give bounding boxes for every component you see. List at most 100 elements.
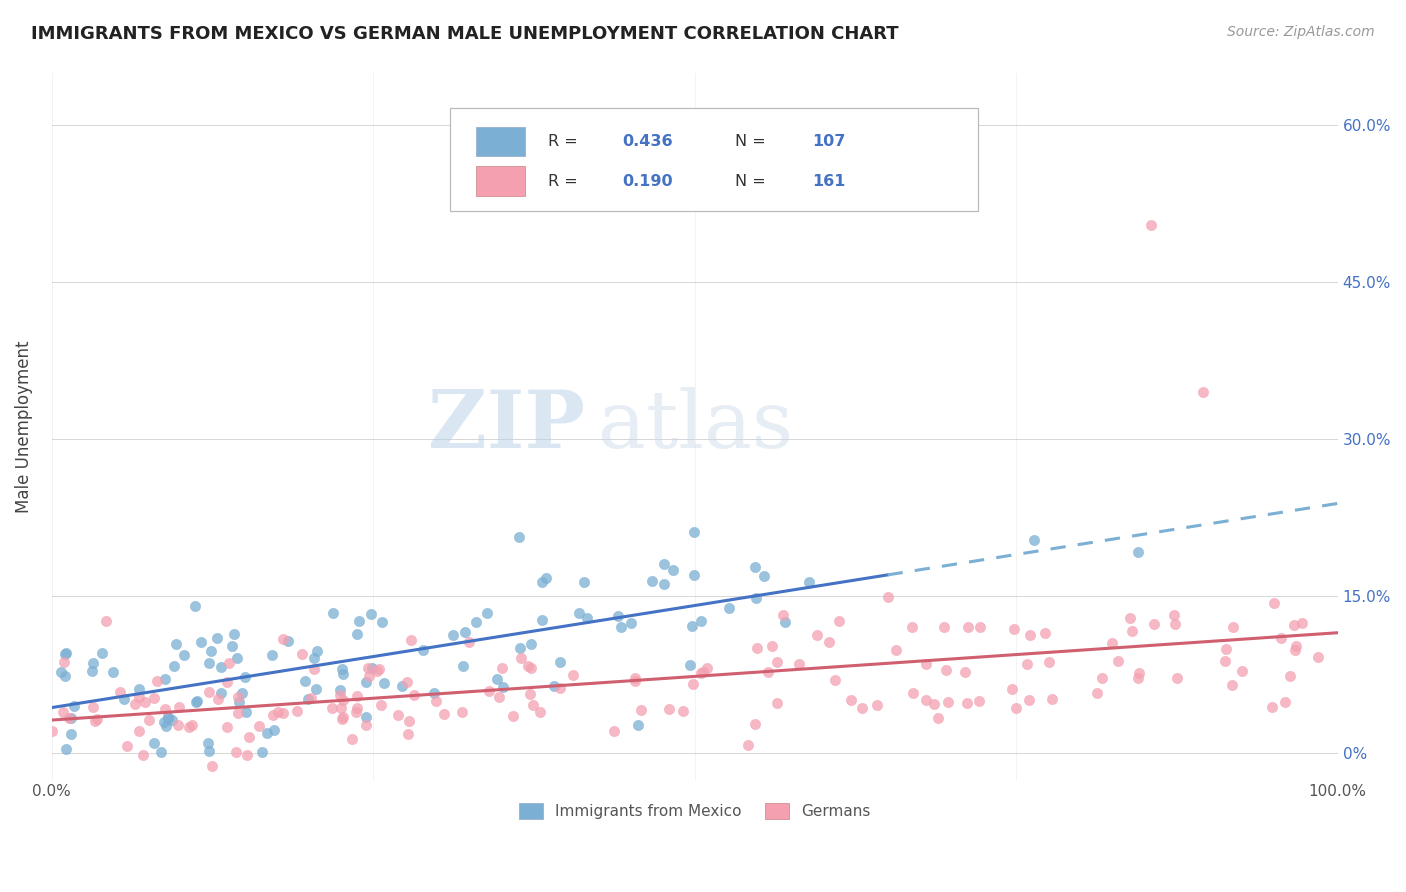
Point (936, 695, 959, 709)
Point (373, 676, 395, 690)
Point (354, 675, 377, 690)
Point (1118, 611, 1140, 625)
Point (1282, 618, 1305, 632)
Point (152, 714, 174, 729)
Point (935, 663, 957, 677)
Point (1126, 671, 1149, 685)
Point (630, 703, 652, 717)
Point (302, 651, 325, 665)
Point (250, 745, 273, 759)
Point (689, 614, 711, 628)
Point (82, 665, 104, 679)
Text: 161: 161 (811, 174, 845, 188)
Point (128, 690, 150, 704)
Point (305, 644, 328, 658)
Point (332, 666, 354, 681)
Point (1220, 678, 1243, 692)
Point (806, 628, 828, 642)
Point (640, 574, 662, 589)
Point (876, 590, 898, 604)
Point (366, 665, 388, 679)
Point (1091, 671, 1114, 685)
Point (55, 646, 77, 660)
Point (52, 655, 75, 669)
Point (321, 701, 343, 715)
Point (143, 735, 166, 749)
Point (160, 713, 183, 727)
Point (475, 606, 498, 620)
Point (198, 656, 221, 670)
Point (370, 698, 392, 712)
Text: N =: N = (734, 134, 770, 149)
Point (371, 615, 394, 629)
Point (530, 575, 553, 590)
Point (82, 699, 104, 714)
Text: N =: N = (734, 174, 770, 188)
Point (132, 747, 155, 762)
Point (332, 712, 354, 726)
Point (82, 656, 104, 670)
Point (41, 724, 63, 739)
Point (652, 557, 675, 571)
Point (128, 724, 150, 739)
Point (624, 671, 647, 685)
Point (221, 640, 243, 654)
Point (402, 688, 425, 702)
Point (329, 683, 352, 698)
Point (399, 633, 422, 648)
Point (745, 641, 768, 656)
Point (922, 697, 945, 711)
Point (510, 651, 533, 665)
Point (568, 606, 591, 620)
Point (128, 682, 150, 697)
Point (956, 696, 979, 710)
Point (329, 701, 352, 715)
Point (610, 620, 633, 634)
Point (238, 731, 260, 745)
Point (181, 718, 204, 732)
Point (387, 708, 409, 723)
Point (799, 574, 821, 589)
Point (285, 704, 308, 718)
Point (247, 719, 270, 733)
Point (360, 607, 382, 621)
Point (86, 712, 108, 726)
Point (530, 613, 553, 627)
Point (752, 569, 775, 583)
Point (1101, 636, 1123, 650)
Point (271, 632, 294, 646)
Point (478, 684, 501, 698)
Point (124, 697, 146, 711)
Point (84, 714, 107, 728)
Point (90, 646, 112, 660)
Point (347, 614, 370, 628)
Point (441, 628, 464, 642)
Point (915, 657, 938, 671)
Point (354, 718, 377, 732)
Point (451, 658, 474, 673)
Point (502, 709, 524, 723)
Point (522, 698, 544, 712)
Point (231, 686, 253, 700)
Point (167, 699, 190, 714)
Legend: Immigrants from Mexico, Germans: Immigrants from Mexico, Germans (513, 797, 877, 825)
Point (658, 702, 681, 716)
Point (1040, 691, 1063, 706)
Point (773, 615, 796, 629)
Point (167, 718, 190, 732)
Point (927, 711, 949, 725)
Point (1128, 665, 1150, 680)
Point (425, 694, 447, 708)
Point (681, 618, 703, 632)
Point (1232, 664, 1254, 678)
Point (766, 696, 789, 710)
Point (491, 660, 513, 674)
Point (841, 692, 863, 706)
Point (346, 627, 368, 641)
Point (155, 702, 177, 716)
Point (575, 611, 598, 625)
Point (520, 637, 543, 651)
Point (346, 689, 368, 703)
Text: 0.190: 0.190 (623, 174, 673, 188)
Point (52, 706, 75, 720)
